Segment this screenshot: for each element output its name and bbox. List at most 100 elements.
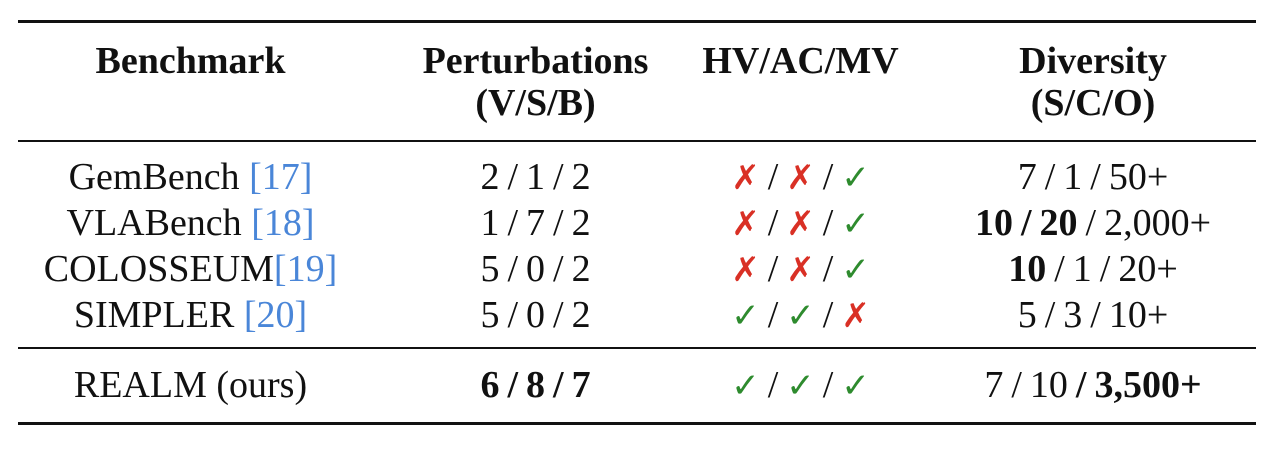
header-diversity: Diversity: [1019, 40, 1167, 82]
perturbation-count: 2: [571, 156, 591, 198]
separator-slash: /: [507, 294, 518, 336]
perturbation-count: 1: [480, 202, 500, 244]
check-icon: ✓: [841, 250, 870, 290]
perturbation-count: 1: [526, 156, 545, 198]
perturbation-count: 0: [526, 294, 545, 336]
separator-slash: /: [1090, 156, 1101, 198]
diversity-value: 7/1/50+: [923, 155, 1263, 199]
perturbation-count: 7: [526, 202, 545, 244]
check-icon: ✓: [841, 366, 870, 406]
diversity-count: 7: [984, 364, 1004, 406]
citation-link[interactable]: [17]: [249, 156, 313, 198]
cross-icon: ✗: [731, 158, 760, 198]
separator-slash: /: [1099, 248, 1111, 290]
diversity-count: 10: [1029, 364, 1068, 406]
separator-slash: /: [1044, 156, 1056, 198]
perturbation-count: 7: [571, 364, 591, 406]
perturbations-value: 6/8/7: [358, 363, 713, 407]
perturbation-count: 0: [526, 248, 545, 290]
separator-slash: /: [1075, 364, 1087, 406]
diversity-count: 2,000+: [1104, 202, 1212, 244]
cross-icon: ✗: [731, 204, 760, 244]
perturbations-value: 5/0/2: [358, 247, 713, 291]
check-icon: ✓: [786, 296, 815, 336]
benchmark-name: VLABench [18]: [18, 201, 363, 245]
check-icon: ✓: [841, 158, 870, 198]
diversity-value: 10/20/2,000+: [923, 201, 1263, 245]
cross-icon: ✗: [786, 158, 815, 198]
cross-icon: ✗: [841, 296, 870, 336]
check-icon: ✓: [841, 204, 870, 244]
separator-slash: /: [1090, 294, 1101, 336]
separator-slash: /: [507, 364, 518, 406]
hv-ac-mv-value: ✓ / ✓ / ✗: [678, 293, 923, 338]
diversity-count: 1: [1063, 156, 1083, 198]
cross-icon: ✗: [731, 250, 760, 290]
citation-link[interactable]: [20]: [243, 294, 308, 336]
check-icon: ✓: [786, 366, 815, 406]
perturbation-count: 8: [526, 364, 545, 406]
separator-slash: /: [507, 202, 518, 244]
perturbation-count: 2: [571, 202, 591, 244]
diversity-count: 10+: [1108, 294, 1169, 336]
separator-slash: /: [1085, 202, 1097, 244]
diversity-count: 10: [974, 202, 1013, 244]
top-rule: [18, 20, 1256, 23]
separator-slash: /: [1011, 364, 1022, 406]
separator-slash: /: [822, 202, 834, 244]
separator-slash: /: [1044, 294, 1056, 336]
perturbation-count: 2: [571, 294, 591, 336]
check-icon: ✓: [731, 296, 760, 336]
hv-ac-mv-value: ✓ / ✓ / ✓: [678, 363, 923, 408]
bottom-rule: [18, 422, 1256, 425]
separator-slash: /: [553, 248, 564, 290]
separator-slash: /: [553, 364, 564, 406]
header-diversity-sub: (S/C/O): [1030, 82, 1156, 124]
separator-slash: /: [767, 364, 779, 406]
diversity-count: 7: [1017, 156, 1037, 198]
separator-slash: /: [507, 248, 518, 290]
benchmark-label: REALM (ours): [73, 364, 308, 406]
separator-slash: /: [767, 202, 779, 244]
diversity-count: 3,500+: [1094, 364, 1202, 406]
header-rule: [18, 140, 1256, 142]
check-icon: ✓: [731, 366, 760, 406]
hv-ac-mv-value: ✗ / ✗ / ✓: [678, 155, 923, 200]
perturbation-count: 2: [571, 248, 591, 290]
diversity-value: 10/1/20+: [923, 247, 1263, 291]
perturbations-value: 1/7/2: [358, 201, 713, 245]
cross-icon: ✗: [786, 250, 815, 290]
separator-slash: /: [822, 364, 834, 406]
diversity-count: 5: [1017, 294, 1037, 336]
diversity-count: 50+: [1108, 156, 1169, 198]
header-hv-ac-mv: HV/AC/MV: [702, 40, 899, 82]
benchmark-label: GemBench: [68, 156, 240, 198]
separator-slash: /: [553, 294, 564, 336]
separator-slash: /: [822, 294, 834, 336]
separator-slash: /: [822, 248, 834, 290]
perturbation-count: 2: [480, 156, 500, 198]
header-benchmark: Benchmark: [95, 40, 286, 82]
hv-ac-mv-value: ✗ / ✗ / ✓: [678, 201, 923, 246]
separator-slash: /: [1054, 248, 1065, 290]
citation-link[interactable]: [19]: [273, 248, 338, 290]
diversity-count: 20+: [1118, 248, 1178, 290]
diversity-count: 20: [1039, 202, 1078, 244]
diversity-value: 7/10/3,500+: [923, 363, 1263, 407]
hv-ac-mv-value: ✗ / ✗ / ✓: [678, 247, 923, 292]
benchmark-name: REALM (ours): [18, 363, 363, 407]
separator-slash: /: [767, 156, 779, 198]
benchmark-label: COLOSSEUM: [43, 248, 274, 290]
perturbation-count: 5: [480, 248, 500, 290]
perturbation-count: 6: [480, 364, 500, 406]
separator-rule: [18, 347, 1256, 349]
benchmark-label: SIMPLER: [73, 294, 235, 336]
header-perturbations-sub: (V/S/B): [475, 82, 596, 124]
separator-slash: /: [553, 156, 564, 198]
perturbations-value: 2/1/2: [358, 155, 713, 199]
perturbation-count: 5: [480, 294, 500, 336]
separator-slash: /: [767, 294, 779, 336]
separator-slash: /: [1020, 202, 1032, 244]
citation-link[interactable]: [18]: [251, 202, 315, 244]
header-perturbations: Perturbations: [422, 40, 649, 82]
